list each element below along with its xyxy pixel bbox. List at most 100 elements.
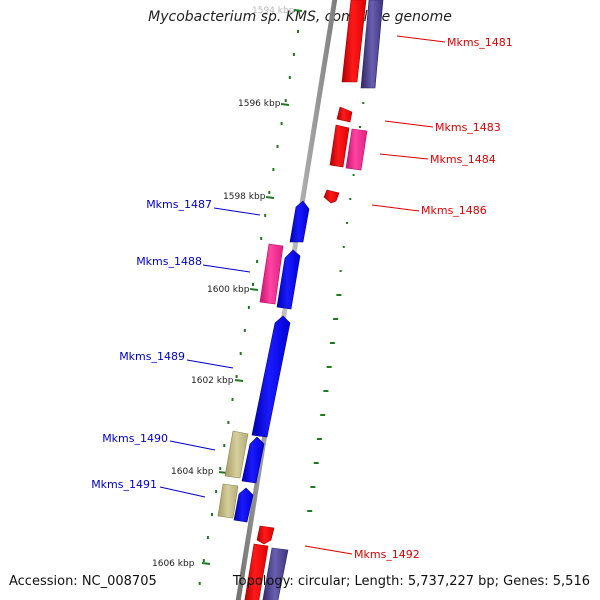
gene-arrow[interactable] bbox=[233, 487, 254, 523]
gene-arrow[interactable] bbox=[289, 200, 310, 243]
track-dot bbox=[352, 174, 355, 176]
gene-label[interactable]: Mkms_1488 bbox=[136, 255, 202, 268]
gene-arrow[interactable] bbox=[259, 243, 284, 305]
track-dot bbox=[342, 246, 345, 248]
gene-arrow[interactable] bbox=[244, 543, 269, 600]
gene-arrow[interactable] bbox=[251, 315, 291, 438]
track-dot bbox=[329, 342, 335, 344]
forward-strand-genes bbox=[244, 0, 384, 600]
track-dot bbox=[219, 467, 222, 470]
tick-mark bbox=[280, 103, 290, 106]
leader-line bbox=[371, 204, 420, 212]
leader-line bbox=[304, 545, 353, 555]
leader-line bbox=[186, 359, 234, 369]
gene-arrow[interactable] bbox=[345, 128, 368, 171]
track-dot bbox=[292, 53, 295, 56]
track-dot bbox=[243, 329, 246, 332]
track-dot bbox=[339, 270, 342, 272]
track-dot bbox=[310, 486, 316, 488]
left-gene-labels: Mkms_1487 Mkms_1488 Mkms_1489 Mkms_1490 … bbox=[91, 198, 212, 491]
tick-label: 1606 kbp bbox=[152, 559, 195, 569]
track-dot bbox=[313, 462, 319, 464]
track-dot bbox=[239, 352, 242, 355]
track-dot bbox=[276, 145, 279, 148]
gene-arrow[interactable] bbox=[217, 483, 239, 519]
track-dot bbox=[307, 510, 313, 512]
gene-label[interactable]: Mkms_1490 bbox=[102, 432, 168, 445]
tick-label: 1594 kbp bbox=[252, 6, 295, 16]
track-dot bbox=[272, 168, 275, 171]
track-dot bbox=[346, 222, 349, 224]
gene-arrow[interactable] bbox=[262, 547, 289, 600]
tick-label: 1596 kbp bbox=[238, 99, 281, 109]
track-dot bbox=[264, 214, 267, 217]
track-dot bbox=[323, 390, 329, 392]
track-dot bbox=[320, 414, 326, 416]
leader-line bbox=[384, 120, 434, 128]
reverse-strand-genes bbox=[217, 200, 310, 523]
track-dot bbox=[316, 438, 322, 440]
track-dot bbox=[288, 76, 291, 79]
tick-mark bbox=[293, 9, 303, 12]
gene-arrow[interactable] bbox=[323, 189, 340, 204]
gene-arrow[interactable] bbox=[241, 436, 265, 484]
tick-label: 1600 kbp bbox=[207, 285, 250, 295]
track-dot bbox=[268, 191, 271, 194]
track-dot bbox=[198, 582, 201, 585]
gene-arrow[interactable] bbox=[329, 124, 350, 168]
gene-arrow[interactable] bbox=[276, 249, 301, 310]
scale-ticks: 1594 kbp 1596 kbp 1598 kbp 1600 kbp 1602… bbox=[152, 6, 303, 569]
label-leader-lines bbox=[159, 35, 446, 555]
gene-arrow[interactable] bbox=[224, 430, 249, 479]
gene-arrow[interactable] bbox=[341, 0, 367, 83]
gene-label[interactable]: Mkms_1487 bbox=[146, 198, 212, 211]
track-dot bbox=[211, 513, 213, 516]
track-dot bbox=[256, 260, 259, 263]
right-gene-labels: Mkms_1481 Mkms_1483 Mkms_1484 Mkms_1486 … bbox=[354, 36, 513, 561]
gene-label[interactable]: Mkms_1481 bbox=[447, 36, 513, 49]
leader-line bbox=[169, 440, 216, 451]
leader-line bbox=[202, 264, 251, 273]
track-dot bbox=[362, 102, 365, 104]
gene-label[interactable]: Mkms_1484 bbox=[430, 153, 496, 166]
track-dot bbox=[223, 444, 226, 447]
leader-line bbox=[396, 35, 446, 43]
track-dot bbox=[326, 366, 332, 368]
leader-line bbox=[159, 486, 206, 498]
leader-line bbox=[213, 207, 261, 216]
track-dot bbox=[336, 294, 342, 296]
tick-label: 1602 kbp bbox=[191, 376, 234, 386]
track-dot bbox=[247, 306, 250, 309]
gene-label[interactable]: Mkms_1486 bbox=[421, 204, 487, 217]
track-dot bbox=[202, 559, 205, 562]
gene-label[interactable]: Mkms_1483 bbox=[435, 121, 501, 134]
genome-summary: Topology: circular; Length: 5,737,227 bp… bbox=[232, 574, 590, 589]
track-dot bbox=[284, 99, 287, 102]
gene-arrow[interactable] bbox=[336, 106, 353, 123]
tick-mark bbox=[234, 379, 244, 382]
track-dot bbox=[227, 421, 230, 424]
track-dot bbox=[215, 490, 218, 493]
tick-mark bbox=[249, 288, 259, 291]
gene-label[interactable]: Mkms_1492 bbox=[354, 548, 420, 561]
tick-label: 1604 kbp bbox=[171, 467, 214, 477]
tick-label: 1598 kbp bbox=[223, 192, 266, 202]
track-dot bbox=[359, 126, 361, 128]
track-dot bbox=[252, 283, 254, 286]
gene-arrow[interactable] bbox=[360, 0, 384, 89]
leader-line bbox=[379, 153, 429, 160]
gene-label[interactable]: Mkms_1489 bbox=[119, 350, 185, 363]
track-dot bbox=[231, 398, 234, 401]
track-dot bbox=[206, 536, 209, 539]
track-dot bbox=[260, 237, 263, 240]
gene-arrow[interactable] bbox=[256, 525, 275, 545]
accession-label: Accession: NC_008705 bbox=[9, 574, 157, 589]
tick-mark bbox=[201, 562, 211, 565]
gene-label[interactable]: Mkms_1491 bbox=[91, 478, 157, 491]
tick-mark bbox=[265, 196, 275, 199]
track-dot bbox=[349, 198, 352, 200]
track-dot bbox=[333, 318, 339, 320]
track-dot bbox=[280, 122, 283, 125]
track-dot bbox=[235, 375, 238, 378]
